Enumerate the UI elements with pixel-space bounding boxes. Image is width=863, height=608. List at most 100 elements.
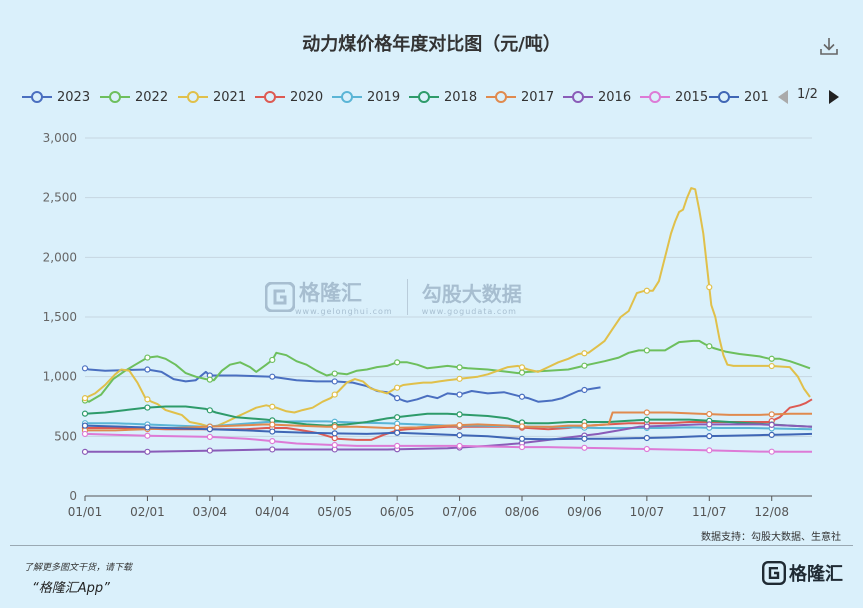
series-line-2021 xyxy=(84,187,811,428)
x-tick-label: 10/07 xyxy=(630,505,665,519)
data-point-201 xyxy=(331,430,338,437)
data-point-201 xyxy=(206,426,213,433)
legend-next-page-icon[interactable] xyxy=(829,90,839,104)
x-tick-label: 09/06 xyxy=(567,505,602,519)
data-point-2015 xyxy=(144,432,151,439)
y-tick-label: 2,000 xyxy=(43,250,77,264)
legend-prev-page-icon[interactable] xyxy=(778,90,788,104)
legend-item-2021[interactable]: 2021 xyxy=(178,86,246,108)
legend-label: 2020 xyxy=(290,89,324,105)
data-point-2022 xyxy=(581,362,588,369)
legend-item-2016[interactable]: 2016 xyxy=(563,86,631,108)
data-point-201 xyxy=(706,433,713,440)
legend-item-2017[interactable]: 2017 xyxy=(486,86,554,108)
data-point-201 xyxy=(643,434,650,442)
data-point-2023 xyxy=(144,366,151,373)
legend-marker-icon xyxy=(332,91,362,103)
data-point-2016 xyxy=(206,447,213,454)
data-point-2023 xyxy=(269,373,276,380)
x-tick-label: 06/05 xyxy=(380,505,415,519)
data-point-2021 xyxy=(456,375,463,382)
data-point-2022 xyxy=(144,354,151,361)
data-point-2022 xyxy=(269,356,276,364)
data-point-2015 xyxy=(269,438,276,445)
legend-marker-icon xyxy=(255,91,285,103)
data-point-2017 xyxy=(768,411,775,418)
legend-label: 201 xyxy=(744,89,769,105)
legend-item-2023[interactable]: 2023 xyxy=(22,86,90,108)
y-tick-label: 500 xyxy=(54,429,77,443)
data-point-2022 xyxy=(768,355,775,362)
x-tick-label: 03/04 xyxy=(193,505,228,519)
y-tick-label: 3,000 xyxy=(43,131,77,145)
data-source: 数据支持：勾股大数据、生意社 xyxy=(701,532,841,543)
footer-divider xyxy=(10,545,853,546)
data-point-2016 xyxy=(81,448,89,455)
watermark-divider xyxy=(406,278,408,315)
data-point-2016 xyxy=(643,423,650,430)
data-point-201 xyxy=(269,428,276,435)
data-point-2015 xyxy=(581,444,588,451)
legend-item-2020[interactable]: 2020 xyxy=(255,86,323,108)
data-point-2016 xyxy=(768,421,775,428)
data-point-2022 xyxy=(706,343,713,350)
data-point-2023 xyxy=(81,365,89,372)
gelonghui-logo-icon xyxy=(265,281,295,312)
data-point-2017 xyxy=(518,423,526,430)
footer-logo-text: 格隆汇 xyxy=(789,564,843,585)
data-point-201 xyxy=(144,424,151,431)
data-point-2022 xyxy=(331,370,338,377)
data-point-2015 xyxy=(518,443,526,451)
legend-item-2019[interactable]: 2019 xyxy=(332,86,400,108)
legend-marker-icon xyxy=(640,91,670,103)
data-point-2022 xyxy=(643,347,650,354)
data-point-2021 xyxy=(643,287,650,294)
x-tick-label: 05/05 xyxy=(317,505,352,519)
data-point-2017 xyxy=(456,422,463,429)
legend-item-2015[interactable]: 2015 xyxy=(640,86,708,108)
legend-label: 2016 xyxy=(598,89,632,105)
data-point-2023 xyxy=(456,391,463,398)
data-point-2017 xyxy=(581,422,588,429)
data-point-2015 xyxy=(456,442,463,450)
legend-marker-icon xyxy=(22,91,52,103)
data-point-2021 xyxy=(81,395,89,402)
data-point-2022 xyxy=(518,369,526,376)
data-point-2022 xyxy=(394,359,401,366)
x-tick-label: 02/01 xyxy=(130,505,165,519)
watermark-text: 勾股大数据 xyxy=(421,281,522,306)
data-point-2021 xyxy=(581,350,588,357)
legend-item-2018[interactable]: 2018 xyxy=(409,86,477,108)
data-point-2015 xyxy=(768,448,775,455)
legend-label: 2019 xyxy=(367,89,401,105)
data-point-2015 xyxy=(331,441,338,449)
x-tick-label: 01/01 xyxy=(68,505,103,519)
data-point-2015 xyxy=(81,430,89,438)
data-point-2023 xyxy=(331,378,338,385)
data-point-2023 xyxy=(394,395,401,402)
data-point-2022 xyxy=(456,364,463,371)
data-point-2015 xyxy=(706,447,713,454)
legend-label: 2021 xyxy=(213,89,247,105)
footer-app-name: “格隆汇App” xyxy=(32,581,110,596)
data-point-2022 xyxy=(206,376,213,383)
watermark-brand: 格隆汇 xyxy=(299,281,362,305)
data-point-2016 xyxy=(706,421,713,428)
data-point-2021 xyxy=(144,396,151,403)
legend-marker-icon xyxy=(100,91,130,103)
legend-item-201[interactable]: 201 xyxy=(709,86,769,108)
data-point-201 xyxy=(394,429,401,436)
data-point-2015 xyxy=(394,442,401,449)
legend-item-2022[interactable]: 2022 xyxy=(100,86,168,108)
x-tick-label: 12/08 xyxy=(754,505,789,519)
y-tick-label: 1,500 xyxy=(43,310,77,324)
data-point-2018 xyxy=(456,411,463,418)
y-tick-label: 0 xyxy=(69,489,77,503)
data-point-2021 xyxy=(269,403,276,410)
data-point-2021 xyxy=(706,284,713,291)
download-icon[interactable] xyxy=(818,35,840,57)
legend-marker-icon xyxy=(709,91,739,103)
data-point-2021 xyxy=(518,364,526,371)
data-point-2023 xyxy=(518,393,526,400)
